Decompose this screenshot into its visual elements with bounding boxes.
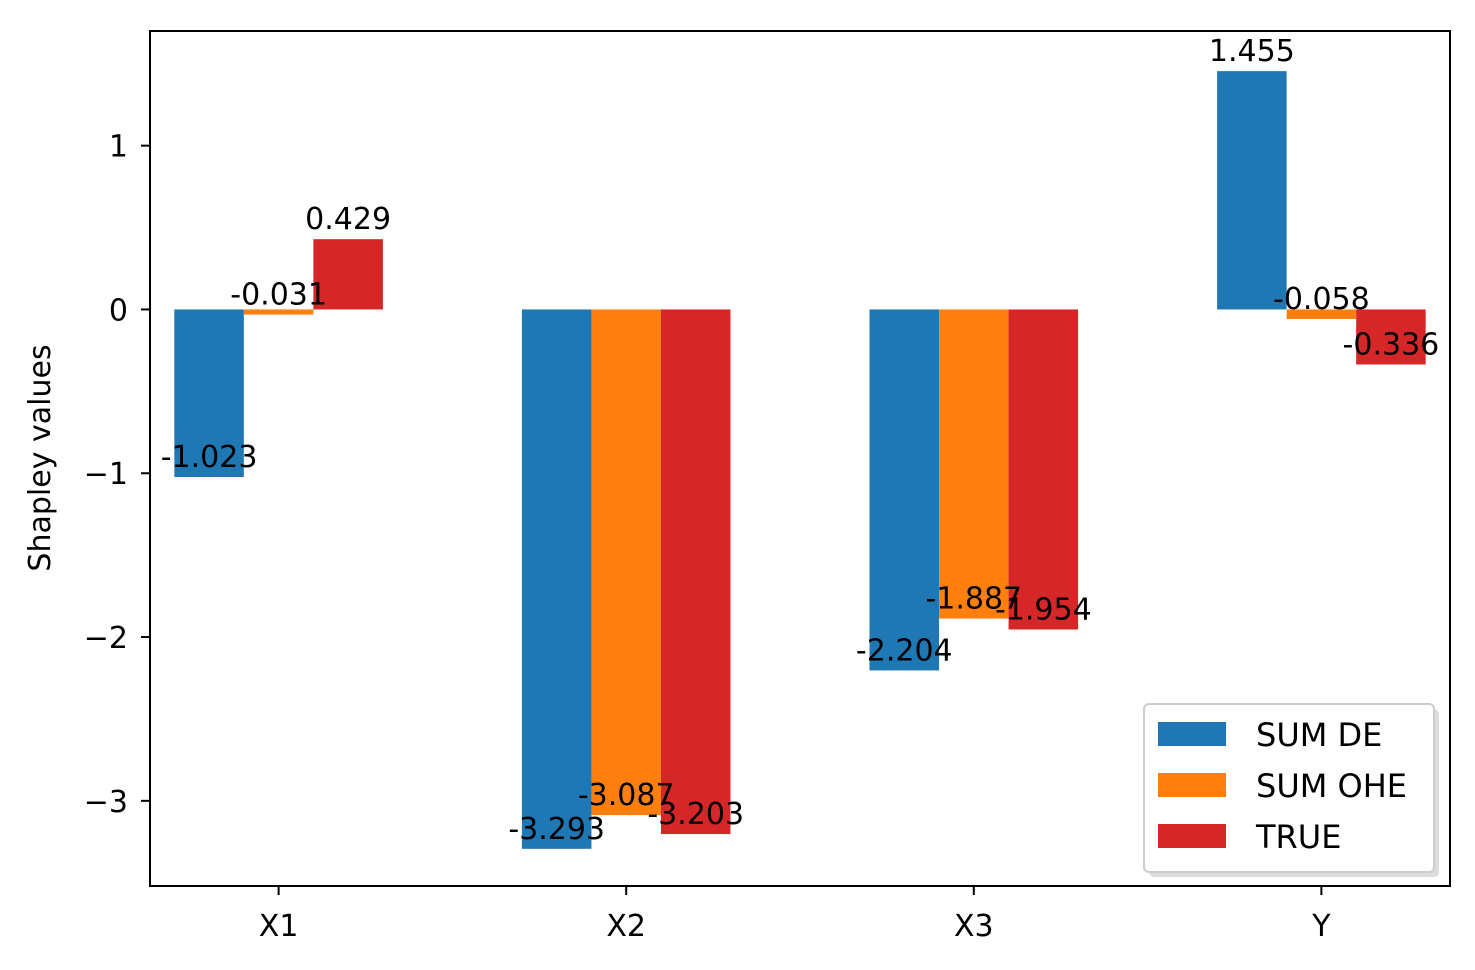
data-label-sum-ohe-x2: -3.087 — [578, 778, 675, 813]
x-tick-label-x1: X1 — [259, 909, 299, 944]
x-tick-label-y: Y — [1311, 909, 1331, 944]
bar-true-y — [1356, 309, 1426, 365]
data-label-sum-de-y: 1.455 — [1209, 34, 1295, 69]
x-tick-label-x3: X3 — [954, 909, 994, 944]
data-label-sum-ohe-y: -0.058 — [1273, 282, 1370, 317]
data-label-sum-ohe-x1: -0.031 — [230, 278, 327, 313]
x-axis-ticks: X1 X2 X3 Y — [259, 886, 1331, 944]
bar-sum-de-y — [1217, 71, 1287, 310]
bar-sum-de-x2 — [521, 309, 592, 849]
bar-sum-ohe-x3 — [939, 309, 1009, 619]
data-label-true-y: -0.336 — [1343, 327, 1440, 362]
bar-sum-ohe-x1 — [243, 309, 314, 315]
data-labels-group: -1.023 -3.293 -2.204 1.455 -0.031 -3.087 -1.88… — [161, 34, 1440, 847]
y-tick-label: −2 — [84, 621, 128, 656]
y-axis-title: Shapley values — [23, 344, 58, 571]
bar-sum-ohe-x2 — [591, 309, 661, 816]
legend-label-true: TRUE — [1255, 818, 1341, 856]
data-label-true-x2: -3.203 — [647, 797, 744, 832]
y-axis-ticks: 1 0 −1 −2 −3 — [84, 130, 150, 820]
bar-true-x3 — [1008, 309, 1079, 630]
data-label-sum-de-x2: -3.293 — [508, 812, 605, 847]
legend-swatch-true — [1158, 824, 1226, 848]
y-tick-label: −3 — [84, 785, 128, 820]
legend: SUM DE SUM OHE TRUE — [1143, 703, 1439, 877]
data-label-sum-de-x1: -1.023 — [161, 440, 258, 475]
y-tick-label: −1 — [84, 457, 128, 492]
bar-sum-de-x1 — [174, 309, 244, 478]
y-tick-label: 1 — [109, 130, 128, 165]
legend-swatch-sum-ohe — [1158, 773, 1226, 797]
plot-frame — [149, 30, 1451, 887]
bar-sum-ohe-y — [1286, 309, 1357, 319]
y-tick-label: 0 — [109, 293, 128, 328]
legend-label-sum-ohe: SUM OHE — [1256, 767, 1407, 805]
bar-true-x1 — [313, 239, 383, 310]
bar-sum-de-x3 — [869, 309, 940, 671]
bar-true-x2 — [660, 309, 731, 835]
x-tick-label-x2: X2 — [606, 909, 646, 944]
data-label-true-x1: 0.429 — [305, 202, 391, 237]
legend-label-sum-de: SUM DE — [1256, 716, 1382, 754]
data-label-sum-de-x3: -2.204 — [856, 633, 953, 668]
bars-group — [174, 71, 1426, 849]
legend-swatch-sum-de — [1158, 722, 1226, 746]
data-label-sum-ohe-x3: -1.887 — [925, 582, 1022, 617]
data-label-true-x3: -1.954 — [995, 593, 1092, 628]
